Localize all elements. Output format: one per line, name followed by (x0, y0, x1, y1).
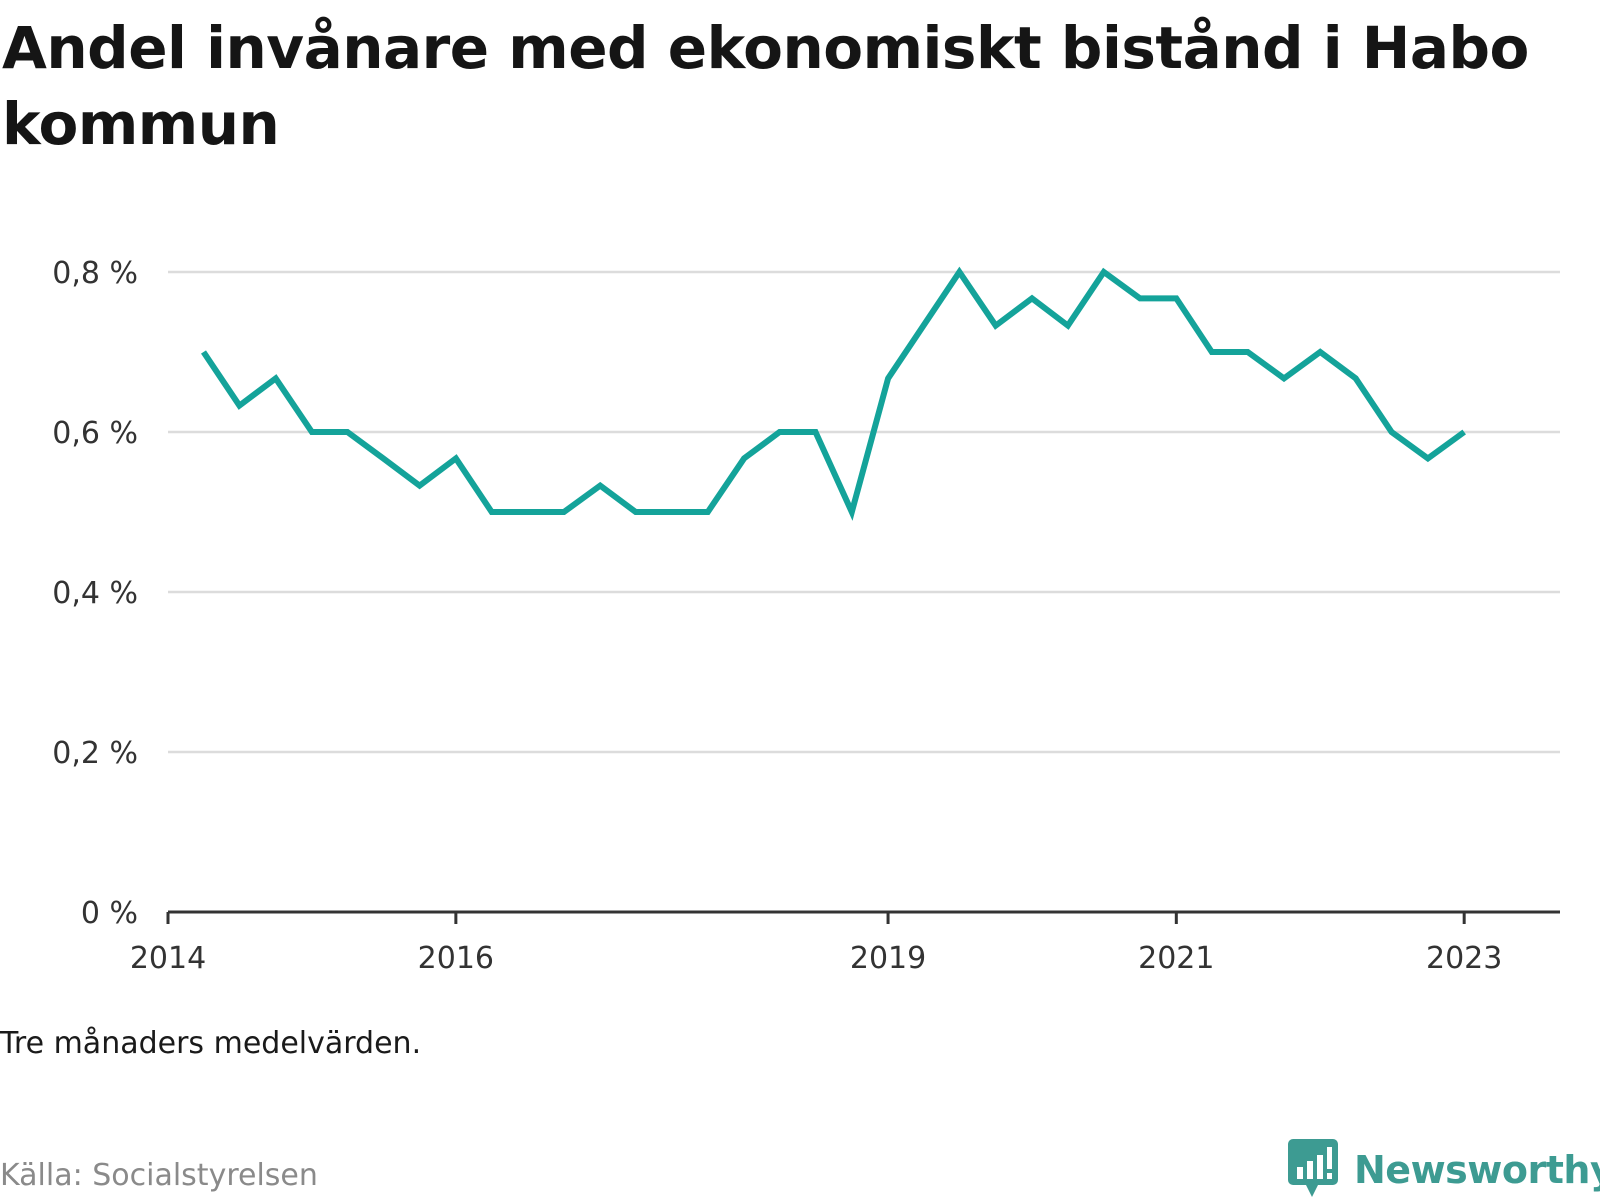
y-tick-label: 0,8 % (52, 256, 138, 291)
y-tick-label: 0,6 % (52, 416, 138, 451)
chart-note: Tre månaders medelvärden. (0, 1026, 422, 1061)
chart-title: Andel invånare med ekonomiskt bistånd i … (2, 14, 1529, 158)
y-tick-label: 0 % (81, 896, 138, 931)
x-axis-ticks: 2014 2016 2019 2021 2023 (130, 912, 1502, 976)
x-tick-label: 2023 (1426, 941, 1502, 976)
newsworthy-logo-icon (1288, 1139, 1338, 1197)
x-tick-label: 2014 (130, 941, 206, 976)
series-line (201, 266, 1466, 521)
line-chart: 0 % 0,2 % 0,4 % 0,6 % 0,8 % 2014 2016 2019 2021… (52, 256, 1560, 976)
brand-logo: Newsworthy (1288, 1139, 1600, 1200)
brand-name: Newsworthy (1354, 1148, 1600, 1192)
source-text: Källa: Socialstyrelsen (0, 1158, 318, 1193)
x-tick-label: 2016 (418, 941, 494, 976)
y-axis-ticks: 0 % 0,2 % 0,4 % 0,6 % 0,8 % (52, 256, 138, 931)
x-tick-label: 2019 (850, 941, 926, 976)
y-tick-label: 0,2 % (52, 736, 138, 771)
x-tick-label: 2021 (1138, 941, 1214, 976)
y-tick-label: 0,4 % (52, 576, 138, 611)
gridlines (168, 270, 1560, 754)
